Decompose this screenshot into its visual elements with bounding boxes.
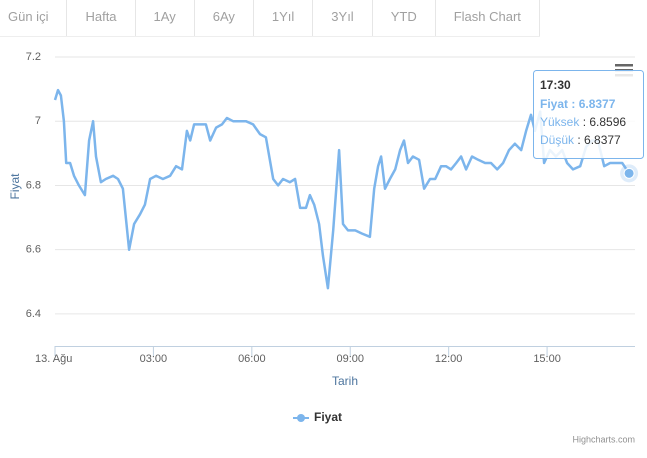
tooltip: 17:30 Fiyat : 6.8377 Yüksek : 6.8596 Düşük … [533, 70, 644, 159]
tab[interactable]: Hafta [67, 0, 136, 36]
x-tick-label: 13. Ağu [35, 353, 72, 365]
tooltip-sep: : [579, 115, 589, 129]
credits: Highcharts.com [572, 434, 635, 444]
tab[interactable]: 6Ay [195, 0, 254, 36]
tab[interactable]: Flash Chart [436, 0, 540, 36]
menu-icon-bar [615, 64, 633, 67]
tooltip-value: 6.8377 [584, 133, 621, 147]
tooltip-row: Düşük : 6.8377 [540, 133, 621, 147]
tooltip-sep: : [568, 97, 579, 111]
tooltip-value: 6.8377 [579, 97, 616, 111]
tooltip-row: Fiyat : 6.8377 [540, 97, 616, 111]
x-tick-label: 12:00 [435, 353, 463, 365]
tooltip-box [533, 70, 644, 159]
series-line [53, 88, 631, 290]
tooltip-sep: : [574, 133, 584, 147]
y-tick-label: 6.4 [26, 308, 41, 320]
tooltip-value: 6.8596 [589, 115, 626, 129]
tab-bar: Gün içi Hafta 1Ay 6Ay 1Yıl 3Yıl YTD Flash Chart [0, 0, 540, 37]
tab[interactable]: YTD [373, 0, 436, 36]
y-tick-label: 7.2 [26, 51, 41, 63]
tooltip-title: 17:30 [540, 78, 571, 92]
y-tick-label: 7 [35, 115, 41, 127]
tooltip-label: Yüksek [540, 115, 580, 129]
tab[interactable]: 3Yıl [313, 0, 373, 36]
legend-symbol [297, 414, 305, 422]
hover-marker [623, 167, 635, 179]
y-tick-label: 6.6 [26, 244, 41, 256]
x-axis-title: Tarih [332, 374, 358, 388]
tab[interactable]: Gün içi [0, 0, 68, 36]
x-tick-label: 06:00 [238, 353, 266, 365]
tooltip-label: Fiyat [540, 97, 568, 111]
tab[interactable]: 1Yıl [254, 0, 314, 36]
legend-label: Fiyat [314, 410, 342, 424]
tooltip-row: Yüksek : 6.8596 [540, 115, 626, 129]
tab[interactable]: 1Ay [136, 0, 195, 36]
tooltip-label: Düşük [540, 133, 575, 147]
x-tick-label: 09:00 [336, 353, 364, 365]
x-tick-label: 15:00 [533, 353, 561, 365]
y-axis-title: Fiyat [8, 173, 22, 200]
x-tick-label: 03:00 [140, 353, 168, 365]
y-tick-label: 6.8 [26, 179, 41, 191]
